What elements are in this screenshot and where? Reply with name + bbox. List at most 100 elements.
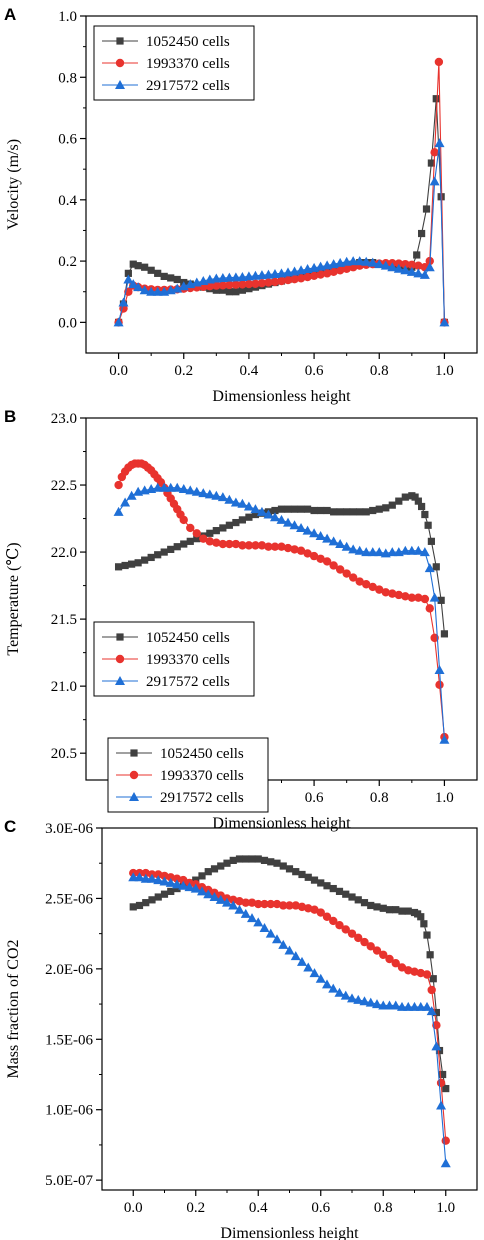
data-point (341, 925, 350, 934)
data-point (134, 872, 145, 882)
data-point (329, 916, 338, 926)
data-point (160, 871, 169, 881)
data-point (380, 260, 391, 270)
data-point (397, 963, 407, 972)
data-point (413, 251, 421, 259)
data-point (385, 954, 394, 964)
data-point (340, 990, 351, 1000)
data-point (129, 260, 137, 268)
legend-marker (115, 676, 125, 685)
data-point (367, 901, 375, 910)
data-point (245, 513, 253, 521)
data-point (322, 533, 333, 543)
data-point (133, 282, 144, 292)
data-point (410, 967, 419, 976)
data-point (342, 890, 350, 898)
legend: 1052450 cells 1993370 cells 2917572 cells (107, 737, 269, 813)
data-point (309, 271, 319, 280)
data-point (425, 604, 434, 613)
data-point (152, 286, 163, 296)
data-point (273, 859, 281, 867)
x-axis-title: Dimensionless height (212, 388, 351, 405)
legend-label: 2917572 cells (146, 674, 230, 690)
panel-letter-a: A (4, 5, 16, 24)
data-point (354, 896, 362, 904)
data-point (215, 894, 226, 904)
series-3 (113, 482, 450, 744)
y-tick-label: 23.0 (51, 411, 77, 427)
x-tick-label: 0.4 (240, 363, 259, 379)
data-point (414, 261, 423, 270)
data-point (193, 535, 201, 543)
data-point (160, 890, 169, 898)
data-point (257, 278, 267, 288)
data-point (439, 1070, 447, 1079)
data-point (146, 286, 157, 296)
data-point (429, 975, 437, 983)
data-point (302, 525, 313, 535)
data-point (427, 537, 435, 545)
data-point (298, 870, 306, 879)
x-axis-title: Dimensionless height (212, 815, 351, 832)
data-point (284, 505, 292, 513)
data-point (231, 280, 241, 289)
data-point (367, 547, 378, 557)
data-point (272, 899, 282, 909)
data-point (362, 508, 370, 516)
data-point (243, 501, 254, 511)
data-point (290, 274, 299, 284)
data-point (434, 57, 444, 67)
data-point (304, 873, 312, 881)
data-point (154, 870, 163, 879)
x-tick-label: 0.6 (311, 1200, 330, 1216)
data-point (424, 521, 432, 529)
data-point (266, 899, 275, 909)
data-point (335, 266, 345, 275)
data-point (355, 577, 364, 586)
data-point (178, 880, 189, 890)
y-tick-label: 22.5 (51, 478, 77, 494)
data-point (309, 968, 320, 978)
data-point (432, 1008, 440, 1017)
data-point (316, 908, 325, 917)
data-point (360, 899, 369, 907)
data-point (341, 541, 352, 551)
data-point (343, 508, 351, 516)
data-point (309, 528, 320, 538)
data-point (426, 1006, 437, 1016)
data-point (423, 931, 431, 939)
data-point (322, 979, 332, 989)
data-point (317, 879, 325, 887)
data-point (238, 516, 246, 524)
data-point (414, 593, 423, 602)
y-tick-label: 3.0E-06 (45, 821, 93, 837)
y-tick-label: 0.6 (58, 132, 77, 148)
data-point (271, 506, 279, 515)
data-point (269, 512, 280, 522)
data-point (167, 887, 175, 895)
data-point (407, 260, 417, 269)
data-point (123, 274, 134, 284)
data-point (179, 515, 188, 525)
data-point (166, 873, 175, 882)
data-point (184, 882, 195, 892)
data-point (427, 159, 435, 167)
data-point (356, 508, 364, 516)
data-point (217, 492, 228, 502)
data-point (217, 272, 228, 282)
data-point (424, 563, 435, 573)
data-point (419, 547, 430, 557)
data-point (277, 276, 286, 286)
data-point (248, 855, 256, 863)
y-tick-label: 20.5 (51, 746, 77, 762)
series-1 (129, 855, 450, 1093)
data-point (315, 973, 326, 983)
data-point (209, 892, 220, 902)
data-point (172, 482, 183, 492)
data-point (238, 286, 246, 294)
data-point (251, 541, 260, 550)
y-tick-label: 0.4 (58, 193, 77, 209)
data-point (114, 563, 123, 571)
legend-label: 1993370 cells (160, 768, 244, 784)
